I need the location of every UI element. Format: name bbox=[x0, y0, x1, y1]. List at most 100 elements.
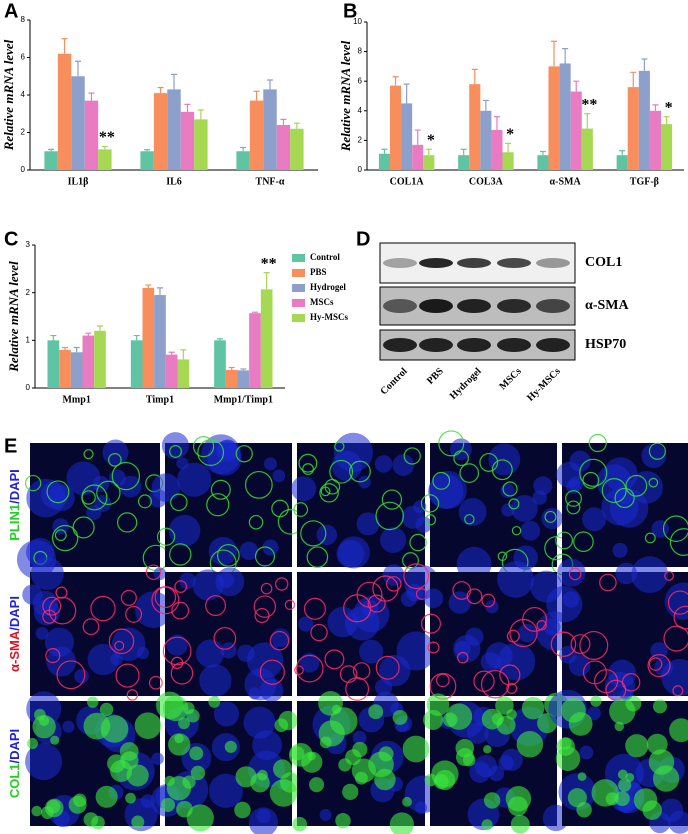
x-tick-label: TNF-α bbox=[256, 176, 285, 187]
stain bbox=[409, 533, 427, 552]
blot-protein: HSP70 bbox=[585, 337, 626, 352]
bar bbox=[548, 66, 560, 170]
bar bbox=[249, 313, 261, 388]
stain bbox=[186, 804, 214, 832]
stain bbox=[46, 480, 70, 504]
stain bbox=[324, 478, 341, 495]
stain bbox=[253, 595, 277, 618]
error-bar bbox=[293, 122, 300, 129]
stain bbox=[170, 493, 188, 512]
stain bbox=[516, 730, 544, 758]
stain bbox=[216, 544, 240, 567]
stain bbox=[392, 709, 408, 725]
error-bar bbox=[240, 368, 247, 371]
stain bbox=[483, 745, 492, 754]
error-bar bbox=[414, 129, 421, 145]
blot-band bbox=[536, 299, 570, 313]
nuclei-cluster bbox=[179, 572, 196, 590]
bar bbox=[480, 110, 492, 170]
bar bbox=[214, 340, 226, 388]
stain bbox=[424, 514, 437, 526]
legend-swatch bbox=[292, 314, 305, 322]
blot-band bbox=[383, 258, 417, 268]
nuclei-cluster bbox=[356, 512, 380, 536]
stain bbox=[605, 679, 627, 701]
nuclei-cluster bbox=[168, 514, 201, 547]
x-tick-label: COL3A bbox=[469, 176, 504, 187]
stain bbox=[235, 766, 257, 788]
y-tick-label: 1 bbox=[26, 335, 31, 344]
error-bar bbox=[157, 86, 164, 94]
nuclei-cluster bbox=[298, 616, 314, 632]
stain bbox=[403, 447, 421, 465]
nuclei-cluster bbox=[498, 755, 514, 771]
stain bbox=[491, 459, 513, 481]
nuclei-cluster bbox=[135, 591, 172, 629]
x-tick-label: α-SMA bbox=[550, 176, 582, 187]
stain bbox=[452, 581, 472, 600]
bar bbox=[260, 289, 273, 388]
stain bbox=[83, 449, 94, 460]
stain bbox=[301, 751, 323, 773]
stain bbox=[652, 699, 668, 714]
nuclei-cluster bbox=[256, 808, 271, 824]
nuclei-cluster bbox=[299, 652, 320, 673]
stain bbox=[100, 715, 129, 743]
blot-band bbox=[497, 258, 531, 268]
bar bbox=[401, 103, 413, 170]
stain bbox=[367, 594, 386, 613]
stain bbox=[169, 543, 192, 566]
x-tick-label: COL1A bbox=[390, 176, 425, 187]
error-bar bbox=[482, 99, 489, 111]
stain bbox=[107, 754, 126, 773]
error-bar bbox=[85, 332, 92, 336]
bar bbox=[236, 151, 250, 170]
stain bbox=[420, 494, 440, 513]
stain bbox=[617, 769, 628, 780]
nuclei-cluster bbox=[474, 754, 498, 778]
legend-label: PBS bbox=[310, 267, 327, 277]
bar bbox=[154, 295, 166, 388]
bar bbox=[57, 53, 72, 170]
stain bbox=[349, 460, 371, 483]
stain bbox=[648, 657, 663, 671]
stain bbox=[570, 634, 591, 655]
nuclei-cluster bbox=[208, 773, 244, 808]
nuclei-cluster bbox=[615, 562, 638, 585]
nuclei-cluster bbox=[396, 631, 436, 671]
stain bbox=[269, 779, 298, 807]
nuclei-cluster bbox=[465, 627, 484, 646]
nuclei-cluster bbox=[392, 454, 415, 476]
stain bbox=[669, 718, 688, 743]
stain bbox=[99, 702, 114, 717]
stain bbox=[292, 816, 307, 832]
nuclei-cluster bbox=[33, 599, 60, 626]
stain bbox=[339, 665, 358, 683]
stain bbox=[582, 471, 600, 489]
stain bbox=[117, 512, 138, 533]
stain bbox=[72, 516, 95, 539]
nuclei-cluster bbox=[151, 473, 181, 502]
panel-letter: D bbox=[356, 228, 370, 250]
stain bbox=[614, 791, 630, 807]
stain bbox=[402, 796, 412, 807]
stain bbox=[45, 648, 61, 664]
bar bbox=[263, 89, 277, 170]
legend-swatch bbox=[292, 269, 305, 277]
stain bbox=[507, 796, 528, 817]
blot-band bbox=[457, 299, 491, 313]
error-bar bbox=[280, 118, 287, 125]
stain bbox=[403, 563, 430, 590]
stain bbox=[436, 673, 450, 688]
stain bbox=[278, 710, 298, 731]
stain bbox=[343, 594, 372, 623]
error-bar bbox=[97, 325, 103, 331]
stain bbox=[310, 623, 328, 642]
error-bar bbox=[75, 60, 81, 77]
nuclei-cluster bbox=[262, 539, 279, 556]
row-label-part: /DAPI bbox=[7, 729, 22, 764]
nuclei-cluster bbox=[659, 798, 684, 823]
significance: ** bbox=[99, 129, 115, 146]
nuclei-cluster bbox=[291, 476, 317, 502]
x-tick-label: Mmp1/Timp1 bbox=[214, 394, 273, 405]
